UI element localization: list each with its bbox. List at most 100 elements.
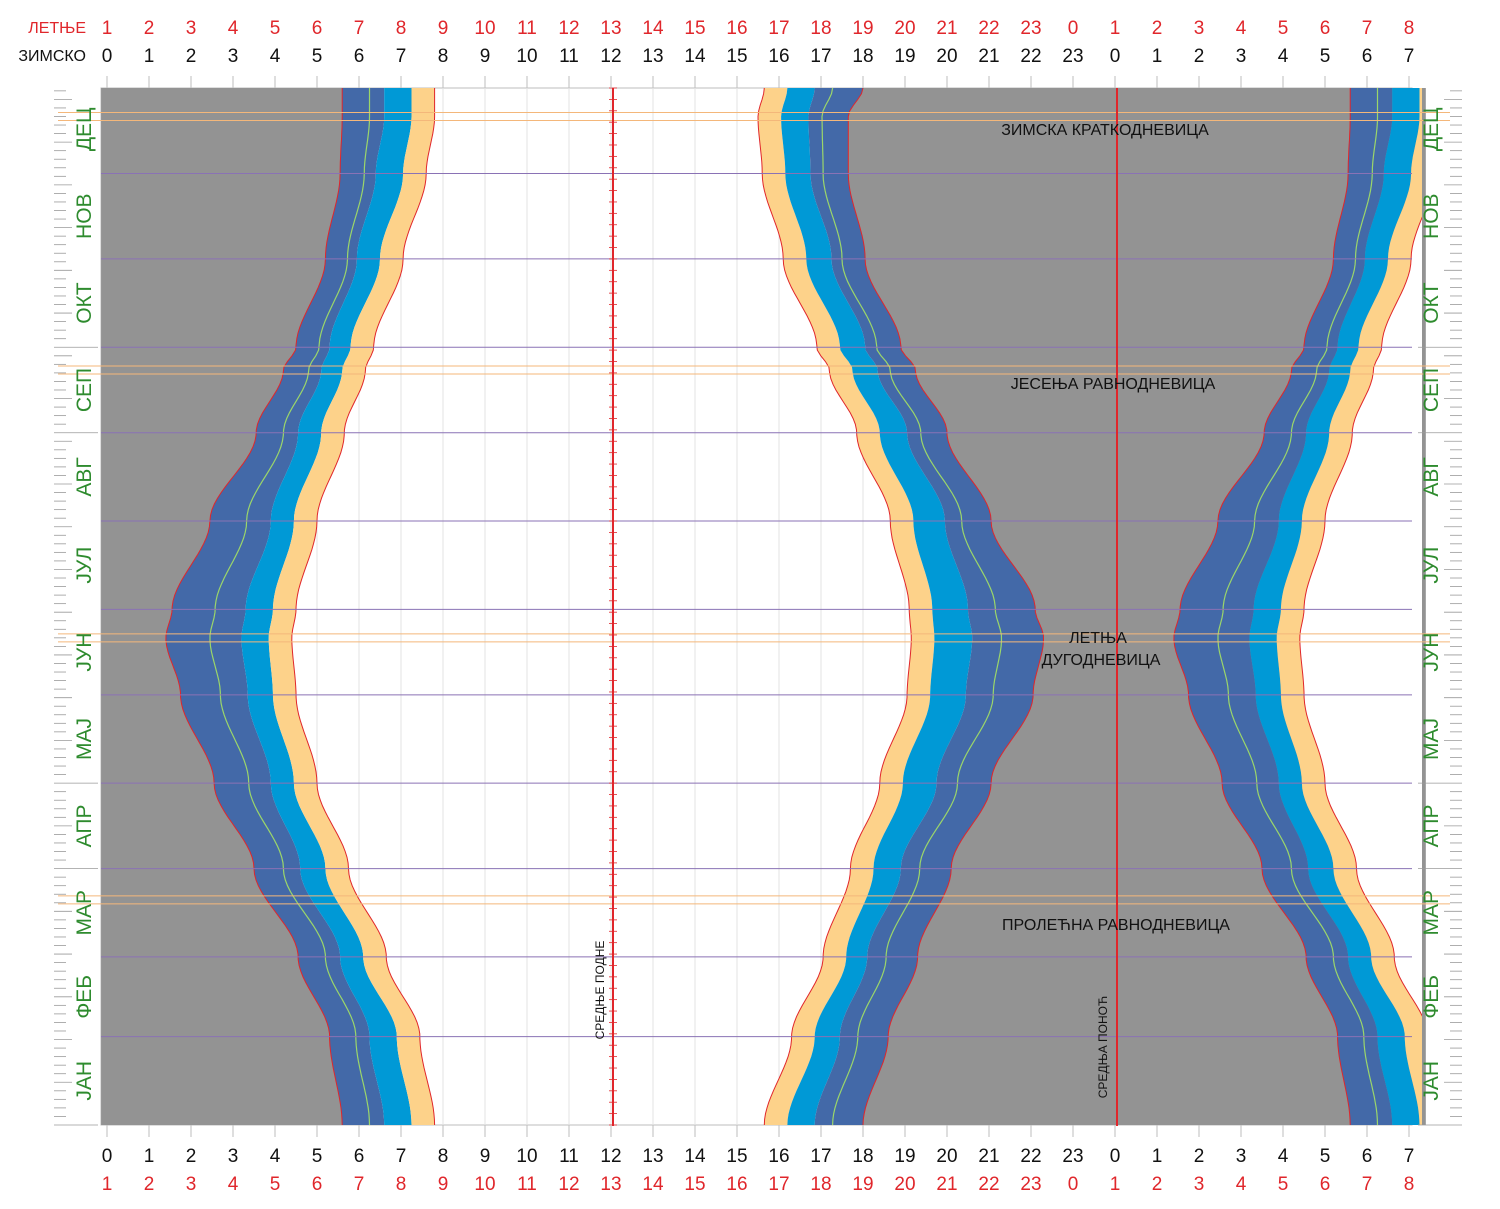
summer-hour-label-top: 1 (1110, 18, 1121, 39)
winter-hour-label-top: 19 (894, 46, 915, 67)
summer-hour-label-top: 1 (102, 18, 113, 39)
summer-hour-label-bottom: 3 (186, 1174, 197, 1195)
sunrise-outline (291, 88, 436, 1126)
summer-hour-label-top: 18 (810, 18, 831, 39)
summer-hour-label-bottom: 5 (270, 1174, 281, 1195)
winter-hour-label-bottom: 5 (312, 1146, 323, 1167)
winter-hour-label-top: 7 (1404, 46, 1415, 67)
summer-hour-label-bottom: 4 (228, 1174, 239, 1195)
summer-hour-label-top: 7 (1362, 18, 1373, 39)
winter-hour-label-top: 11 (559, 46, 579, 67)
summer-hour-label-bottom: 8 (1404, 1174, 1415, 1195)
summer-hour-label-top: 11 (517, 18, 537, 39)
winter-hour-label-top: 15 (726, 46, 747, 67)
axis-ticks (54, 76, 1462, 1137)
winter-hour-label-top: 18 (852, 46, 873, 67)
month-label-right: ФЕБ (1420, 975, 1443, 1019)
summer-hour-label-bottom: 15 (684, 1174, 705, 1195)
winter-hour-label-top: 21 (978, 46, 999, 67)
summer-hour-label-top: 16 (726, 18, 747, 39)
summer-hour-label-bottom: 17 (768, 1174, 789, 1195)
winter-hour-label-bottom: 4 (1278, 1146, 1289, 1167)
civil-dawn-band-next (1249, 88, 1420, 1125)
winter-hour-label-bottom: 4 (270, 1146, 281, 1167)
civil-dusk-band (781, 88, 973, 1125)
month-label-right: ЈУЛ (1420, 547, 1443, 584)
winter-hour-label-bottom: 21 (978, 1146, 999, 1167)
winter-scale-label: ЗИМСКО (18, 48, 86, 65)
summer-hour-label-top: 13 (600, 18, 621, 39)
winter-hour-label-bottom: 15 (726, 1146, 747, 1167)
next-day-bands (1173, 88, 1422, 1125)
winter-hour-label-top: 2 (1194, 46, 1205, 67)
summer-hour-label-top: 19 (852, 18, 873, 39)
winter-hour-label-top: 5 (312, 46, 323, 67)
winter-hour-label-bottom: 13 (642, 1146, 663, 1167)
month-label-left: СЕП (73, 368, 96, 412)
nautical-dawn-line-next (1217, 88, 1379, 1125)
summer-hour-label-bottom: 3 (1194, 1174, 1205, 1195)
spring-equinox-label: ПРОЛЕЋНА РАВНОДНЕВИЦА (1002, 917, 1230, 934)
month-label-right: ОКТ (1420, 282, 1443, 324)
summer-hour-label-top: 6 (1320, 18, 1331, 39)
summer-hour-label-bottom: 21 (936, 1174, 957, 1195)
month-label-left: ОКТ (73, 282, 96, 324)
summer-hour-label-top: 8 (1404, 18, 1415, 39)
winter-hour-label-bottom: 19 (894, 1146, 915, 1167)
month-label-right: СЕП (1420, 368, 1443, 412)
winter-hour-label-top: 1 (1152, 46, 1163, 67)
winter-hour-label-bottom: 23 (1062, 1146, 1083, 1167)
winter-hour-label-bottom: 6 (354, 1146, 365, 1167)
summer-hour-label-bottom: 1 (1110, 1174, 1121, 1195)
summer-hour-label-top: 5 (270, 18, 281, 39)
winter-hour-label-top: 20 (936, 46, 957, 67)
summer-hour-label-top: 3 (186, 18, 197, 39)
winter-hour-label-bottom: 1 (1152, 1146, 1163, 1167)
winter-hour-label-top: 23 (1062, 46, 1083, 67)
summer-hour-label-top: 0 (1068, 18, 1079, 39)
summer-hour-label-bottom: 9 (438, 1174, 449, 1195)
summer-hour-label-top: 20 (894, 18, 915, 39)
summer-hour-label-bottom: 11 (517, 1174, 537, 1195)
summer-hour-label-bottom: 18 (810, 1174, 831, 1195)
winter-hour-label-top: 14 (684, 46, 706, 67)
month-label-right: ДЕЦ (1420, 107, 1443, 151)
summer-solstice-label-2: ДУГОДНЕВИЦА (1042, 652, 1161, 669)
winter-hour-label-bottom: 12 (600, 1146, 621, 1167)
night-end-outline-next (1173, 88, 1351, 1125)
summer-hour-label-top: 7 (354, 18, 365, 39)
winter-hour-label-top: 4 (270, 46, 281, 67)
winter-hour-label-bottom: 7 (396, 1146, 407, 1167)
winter-hour-label-top: 16 (768, 46, 789, 67)
month-label-right: МАЈ (1420, 718, 1443, 760)
winter-hour-label-top: 17 (810, 46, 831, 67)
winter-hour-label-top: 10 (516, 46, 537, 67)
summer-hour-label-bottom: 14 (642, 1174, 664, 1195)
summer-hour-label-bottom: 13 (600, 1174, 621, 1195)
summer-scale-label: ЛЕТЊЕ (28, 20, 86, 37)
winter-hour-label-bottom: 11 (559, 1146, 579, 1167)
summer-hour-label-top: 6 (312, 18, 323, 39)
night-start-outline (847, 87, 1045, 1126)
month-label-left: ЈУЛ (73, 547, 96, 584)
winter-hour-label-bottom: 22 (1020, 1146, 1041, 1167)
month-label-right: НОВ (1420, 193, 1443, 239)
nautical-dawn-line (209, 88, 371, 1126)
summer-hour-label-top: 9 (438, 18, 449, 39)
mean-noon-label: СРЕДЊЕ ПОДНЕ (593, 941, 607, 1040)
winter-hour-label-bottom: 5 (1320, 1146, 1331, 1167)
summer-hour-label-top: 12 (558, 18, 579, 39)
month-label-left: АПР (73, 804, 96, 847)
summer-hour-label-bottom: 8 (396, 1174, 407, 1195)
civil-dawn-band (241, 88, 412, 1125)
winter-hour-label-top: 6 (1362, 46, 1373, 67)
summer-hour-label-bottom: 7 (1362, 1174, 1373, 1195)
winter-hour-label-bottom: 20 (936, 1146, 957, 1167)
sunrise-glow-band-next (1276, 88, 1422, 1125)
summer-hour-label-top: 10 (474, 18, 495, 39)
winter-hour-label-top: 9 (480, 46, 491, 67)
summer-hour-label-bottom: 2 (1152, 1174, 1163, 1195)
summer-hour-label-bottom: 6 (1320, 1174, 1331, 1195)
summer-hour-label-bottom: 2 (144, 1174, 155, 1195)
